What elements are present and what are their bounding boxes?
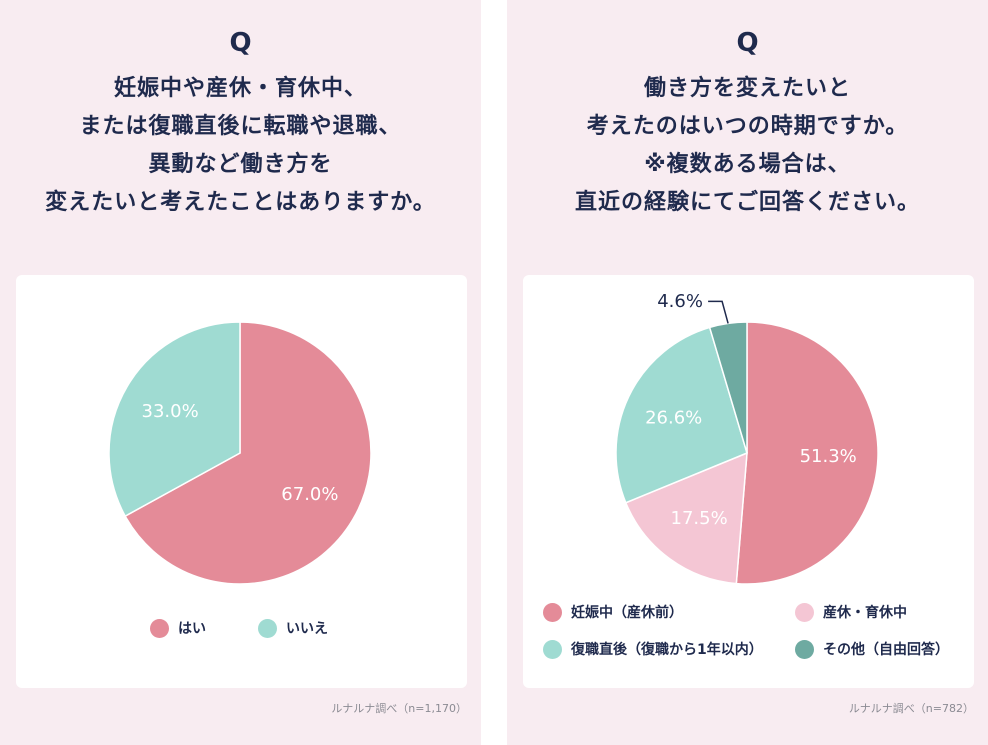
right-pie-slice-label-3: 4.6% bbox=[657, 291, 703, 312]
right-pie-slice-label-0: 51.3% bbox=[800, 446, 857, 467]
left-pie-slice-1 bbox=[108, 321, 241, 518]
right-legend-label-other: その他（自由回答） bbox=[823, 642, 949, 658]
left-legend-label-no: いいえ bbox=[286, 621, 328, 637]
right-legend-item-leave: 産休・育休中 bbox=[795, 602, 907, 622]
left-source-note: ルナルナ調べ（n=1,170） bbox=[331, 702, 467, 715]
left-question-line-1: 妊娠中や産休・育休中、 bbox=[113, 76, 367, 101]
left-pie-slice-label-0: 67.0% bbox=[281, 484, 338, 505]
right-q-mark: Q bbox=[736, 28, 759, 58]
right-pie-chart: 51.3% 17.5% 26.6% 4.6% bbox=[615, 291, 879, 585]
left-pie-slice-label-1: 33.0% bbox=[142, 401, 199, 422]
right-chart-card: 51.3% 17.5% 26.6% 4.6% 妊娠中（産休前） 産休・育休中 復職直後… bbox=[523, 275, 974, 688]
right-question-line-1: 働き方を変えたいと bbox=[643, 76, 851, 101]
right-legend-item-return: 復職直後（復職から1年以内） bbox=[543, 639, 763, 659]
right-pie-slice-label-2: 26.6% bbox=[645, 408, 702, 429]
right-panel: Q 働き方を変えたいと 考えたのはいつの時期ですか。 ※複数ある場合は、 直近の… bbox=[507, 0, 988, 745]
legend-swatch bbox=[795, 639, 814, 659]
right-source-note: ルナルナ調べ（n=782） bbox=[848, 702, 974, 715]
right-legend-label-leave: 産休・育休中 bbox=[823, 605, 907, 621]
right-legend-item-other: その他（自由回答） bbox=[795, 639, 949, 659]
right-pie-slice-2 bbox=[615, 326, 748, 504]
legend-swatch bbox=[543, 602, 562, 622]
legend-swatch bbox=[258, 618, 277, 638]
left-question-line-2: または復職直後に転職や退職、 bbox=[79, 114, 402, 139]
left-panel: Q 妊娠中や産休・育休中、 または復職直後に転職や退職、 異動など働き方を 変え… bbox=[0, 0, 481, 745]
right-legend-label-pregnancy: 妊娠中（産休前） bbox=[571, 605, 683, 621]
legend-swatch bbox=[795, 602, 814, 622]
right-legend-item-pregnancy: 妊娠中（産休前） bbox=[543, 602, 683, 622]
right-question-line-4: 直近の経験にてご回答ください。 bbox=[574, 190, 920, 215]
legend-swatch bbox=[150, 618, 169, 638]
right-pie-leader-line-3 bbox=[708, 300, 729, 324]
right-question-line-3: ※複数ある場合は、 bbox=[644, 152, 851, 177]
right-question-line-2: 考えたのはいつの時期ですか。 bbox=[586, 114, 909, 139]
right-legend-label-return: 復職直後（復職から1年以内） bbox=[571, 642, 763, 658]
left-legend-item-yes: はい bbox=[150, 618, 206, 638]
left-question-line-4: 変えたいと考えたことはありますか。 bbox=[45, 190, 436, 215]
right-question: 働き方を変えたいと 考えたのはいつの時期ですか。 ※複数ある場合は、 直近の経験… bbox=[507, 70, 988, 222]
right-pie-slice-label-1: 17.5% bbox=[671, 508, 728, 529]
left-question: 妊娠中や産休・育休中、 または復職直後に転職や退職、 異動など働き方を 変えたい… bbox=[0, 70, 481, 222]
left-pie-chart: 67.0% 33.0% bbox=[108, 321, 372, 585]
left-legend-label-yes: はい bbox=[178, 621, 206, 637]
left-chart-card: 67.0% 33.0% はい いいえ bbox=[16, 275, 467, 688]
right-pie-slice-1 bbox=[624, 451, 748, 585]
legend-swatch bbox=[543, 639, 562, 659]
left-pie-slice-0 bbox=[124, 321, 372, 585]
left-q-mark: Q bbox=[229, 28, 252, 58]
left-legend-item-no: いいえ bbox=[258, 618, 328, 638]
left-question-line-3: 異動など働き方を bbox=[148, 152, 333, 177]
right-pie-slice-0 bbox=[735, 321, 879, 585]
